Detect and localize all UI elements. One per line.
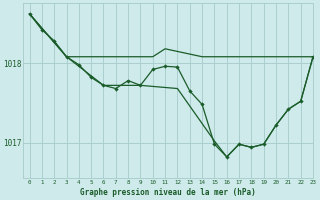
X-axis label: Graphe pression niveau de la mer (hPa): Graphe pression niveau de la mer (hPa): [80, 188, 256, 197]
